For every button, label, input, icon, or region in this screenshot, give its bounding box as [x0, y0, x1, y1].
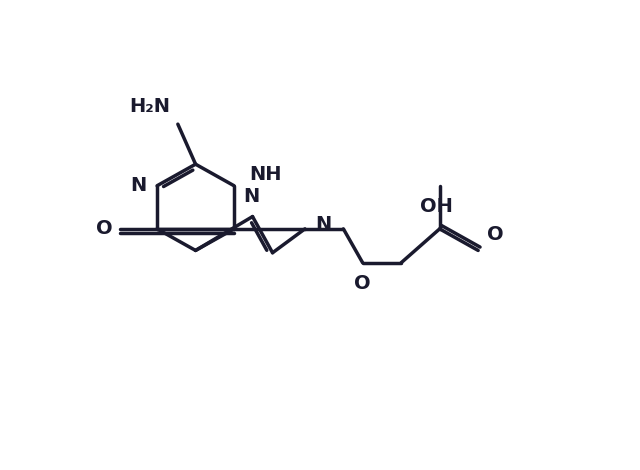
Text: O: O [355, 274, 371, 292]
Text: O: O [488, 225, 504, 244]
Text: H₂N: H₂N [129, 97, 170, 117]
Text: O: O [96, 219, 113, 238]
Text: N: N [130, 176, 147, 195]
Text: OH: OH [420, 196, 453, 216]
Text: N: N [316, 215, 332, 234]
Text: NH: NH [250, 165, 282, 185]
Text: N: N [243, 187, 259, 206]
